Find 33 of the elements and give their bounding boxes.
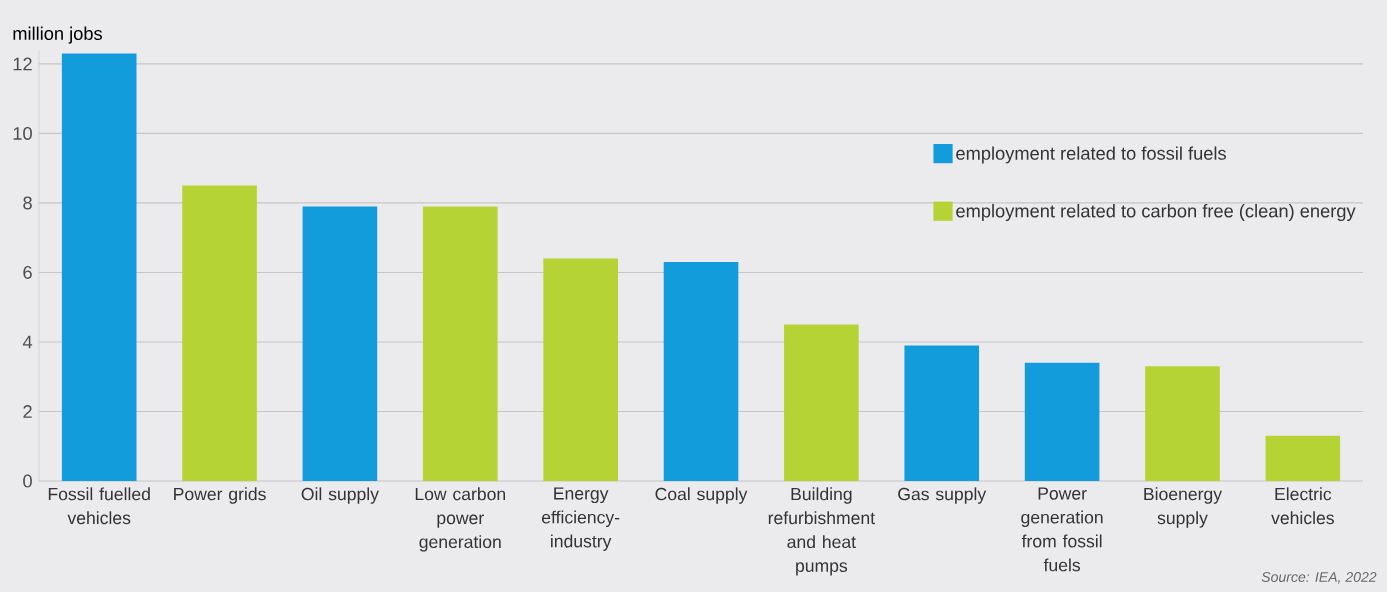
x-tick-label: Gas supply [898,487,987,504]
y-tick-label: 6 [23,265,32,279]
y-tick-label: 4 [22,335,33,349]
x-tick-label: Electric vehicles [1271,487,1334,525]
bar [61,53,137,481]
x-tick-label: Power generation from fossil fuels [1021,487,1103,572]
y-tick-label: 10 [13,126,32,140]
y-axis-title: million jobs [13,26,102,44]
y-tick-label: 12 [13,57,32,71]
x-tick-label: Bioenergy supply [1144,487,1222,528]
bar [784,324,859,481]
x-tick-label: Energy efficiency-industry [542,487,620,551]
source-note: Source: IEA, 2022 [1261,572,1377,584]
legend-label: employment related to fossil fuels [956,146,1226,164]
legend-label: employment related to carbon free (clean) energy [956,204,1356,222]
bar [1145,366,1220,481]
bar [182,185,257,481]
y-tick-label: 2 [23,405,32,418]
x-tick-label: Power grids [174,487,266,504]
x-tick-label: Building refurbishment and heat pumps [768,487,875,576]
bar [1265,435,1341,481]
y-tick-label: 8 [23,196,32,210]
bar [663,262,739,481]
bar [543,258,618,481]
bar [302,206,378,481]
x-tick-label: Fossil fuelled vehicles [48,487,150,525]
bar [904,345,980,481]
x-tick-label: Oil supply [301,487,379,504]
y-tick-label: 0 [23,474,32,488]
bar [422,206,498,481]
bar [1024,362,1100,481]
x-tick-label: Low carbon power generation [415,487,506,552]
x-tick-label: Coal supply [655,487,748,504]
